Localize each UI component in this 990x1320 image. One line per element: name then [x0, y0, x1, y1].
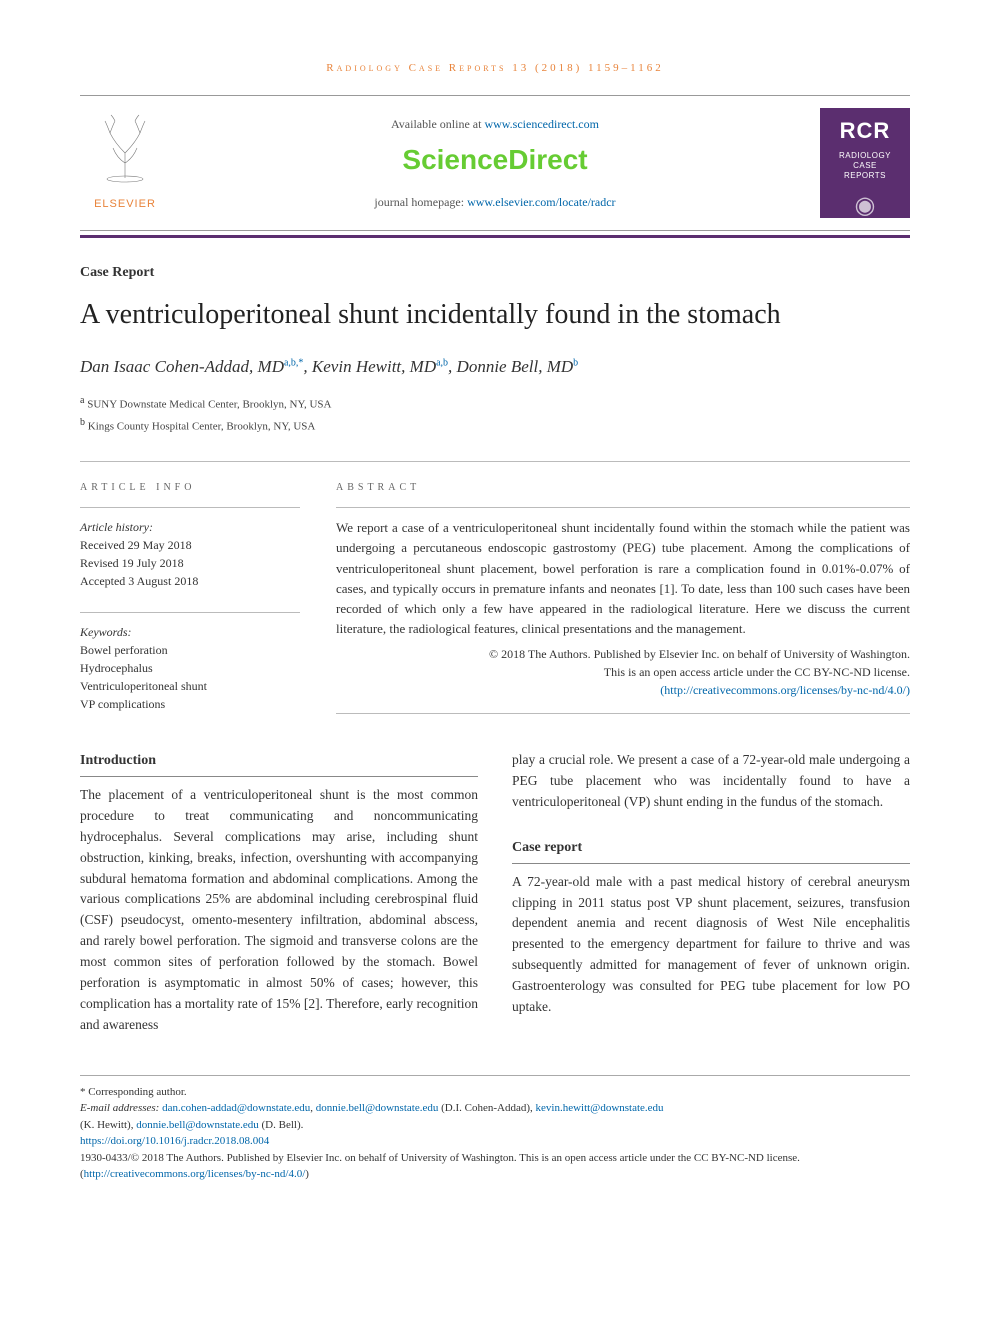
available-online: Available online at www.sciencedirect.co… — [186, 115, 804, 133]
header-center: Available online at www.sciencedirect.co… — [186, 115, 804, 211]
rcr-full: RADIOLOGY CASE REPORTS — [839, 151, 891, 182]
case-report-section: Case report A 72-year-old male with a pa… — [512, 837, 910, 1018]
introduction-para-cont: play a crucial role. We present a case o… — [512, 750, 910, 813]
accent-bar — [80, 235, 910, 238]
article-info-heading: article info — [80, 480, 300, 495]
abstract-text: We report a case of a ventriculoperitone… — [336, 518, 910, 639]
corr-label: Corresponding author. — [88, 1086, 186, 1098]
introduction-heading: Introduction — [80, 750, 478, 777]
abstract-body: We report a case of a ventriculoperitone… — [336, 507, 910, 699]
rcr-line2: CASE — [853, 161, 877, 170]
copyright-line1: © 2018 The Authors. Published by Elsevie… — [489, 647, 910, 661]
corr-mark: * — [80, 1086, 86, 1098]
history-label: Article history: — [80, 518, 300, 536]
author-3-affil: b — [573, 357, 578, 368]
article-history: Article history: Received 29 May 2018 Re… — [80, 507, 300, 590]
journal-homepage: journal homepage: www.elsevier.com/locat… — [186, 193, 804, 211]
doi-link[interactable]: https://doi.org/10.1016/j.radcr.2018.08.… — [80, 1135, 269, 1147]
article-type: Case Report — [80, 262, 910, 283]
author-2: , Kevin Hewitt, MD — [303, 357, 436, 376]
article-title: A ventriculoperitoneal shunt incidentall… — [80, 297, 910, 332]
abstract-bottom-rule — [336, 713, 910, 714]
journal-home-prefix: journal homepage: — [374, 195, 467, 209]
rcr-line3: REPORTS — [844, 171, 886, 180]
publisher-header: ELSEVIER Available online at www.science… — [80, 95, 910, 231]
radiology-icon: ◉ — [855, 188, 876, 224]
copyright-line2: This is an open access article under the… — [604, 665, 910, 679]
history-revised: Revised 19 July 2018 — [80, 554, 300, 572]
case-report-para-1: A 72-year-old male with a past medical h… — [512, 872, 910, 1018]
sciencedirect-logo: ScienceDirect — [186, 139, 804, 181]
rcr-abbrev: RCR — [840, 114, 891, 147]
author-3: , Donnie Bell, MD — [448, 357, 573, 376]
issn-copyright: 1930-0433/© 2018 The Authors. Published … — [80, 1150, 910, 1183]
email-addresses: E-mail addresses: dan.cohen-addad@downst… — [80, 1100, 910, 1133]
history-received: Received 29 May 2018 — [80, 536, 300, 554]
copyright-block: © 2018 The Authors. Published by Elsevie… — [336, 645, 910, 699]
email-4[interactable]: donnie.bell@downstate.edu — [136, 1119, 259, 1131]
cc-link-footer[interactable]: http://creativecommons.org/licenses/by-n… — [84, 1168, 306, 1180]
journal-home-url[interactable]: www.elsevier.com/locate/radcr — [467, 195, 616, 209]
email-1[interactable]: dan.cohen-addad@downstate.edu — [162, 1102, 310, 1114]
elsevier-wordmark: ELSEVIER — [80, 196, 170, 213]
abstract-column: abstract We report a case of a ventricul… — [336, 480, 910, 714]
affil-marker-a: a — [80, 395, 84, 406]
abstract-heading: abstract — [336, 480, 910, 495]
running-head: Radiology Case Reports 13 (2018) 1159–11… — [80, 60, 910, 77]
elsevier-logo: ELSEVIER — [80, 113, 170, 213]
cc-license-link[interactable]: (http://creativecommons.org/licenses/by-… — [660, 683, 910, 697]
introduction-para-1: The placement of a ventriculoperitoneal … — [80, 785, 478, 1036]
elsevier-tree-icon — [80, 113, 170, 192]
footnotes: * Corresponding author. E-mail addresses… — [80, 1075, 910, 1183]
case-report-heading: Case report — [512, 837, 910, 864]
author-1: Dan Isaac Cohen-Addad, MD — [80, 357, 284, 376]
article-meta-row: article info Article history: Received 2… — [80, 461, 910, 714]
author-list: Dan Isaac Cohen-Addad, MDa,b,*, Kevin He… — [80, 354, 910, 380]
email-2[interactable]: donnie.bell@downstate.edu — [316, 1102, 439, 1114]
sciencedirect-url[interactable]: www.sciencedirect.com — [484, 117, 599, 131]
affil-marker-b: b — [80, 417, 85, 428]
email-label: E-mail addresses: — [80, 1102, 162, 1114]
keyword-1: Bowel perforation — [80, 641, 300, 659]
email-name3: (K. Hewitt), — [80, 1119, 136, 1131]
journal-cover-badge: RCR RADIOLOGY CASE REPORTS ◉ — [820, 108, 910, 218]
affil-text-a: SUNY Downstate Medical Center, Brooklyn,… — [87, 399, 331, 411]
corresponding-author: * Corresponding author. — [80, 1084, 910, 1101]
keywords-block: Keywords: Bowel perforation Hydrocephalu… — [80, 612, 300, 713]
affiliation-b: b Kings County Hospital Center, Brooklyn… — [80, 415, 910, 435]
introduction-section: Introduction The placement of a ventricu… — [80, 750, 478, 1036]
keyword-4: VP complications — [80, 695, 300, 713]
keyword-3: Ventriculoperitoneal shunt — [80, 677, 300, 695]
author-1-affil: a,b,* — [284, 357, 303, 368]
article-body: Introduction The placement of a ventricu… — [80, 750, 910, 1045]
keyword-2: Hydrocephalus — [80, 659, 300, 677]
available-prefix: Available online at — [391, 117, 484, 131]
author-2-affil: a,b — [436, 357, 448, 368]
affiliations: a SUNY Downstate Medical Center, Brookly… — [80, 393, 910, 435]
history-accepted: Accepted 3 August 2018 — [80, 572, 300, 590]
article-info-column: article info Article history: Received 2… — [80, 480, 300, 714]
keywords-label: Keywords: — [80, 623, 300, 641]
email-name4: (D. Bell). — [259, 1119, 304, 1131]
email-name12: (D.I. Cohen-Addad), — [438, 1102, 535, 1114]
affiliation-a: a SUNY Downstate Medical Center, Brookly… — [80, 393, 910, 413]
email-3[interactable]: kevin.hewitt@downstate.edu — [536, 1102, 664, 1114]
affil-text-b: Kings County Hospital Center, Brooklyn, … — [88, 421, 316, 433]
close-paren: ) — [305, 1168, 309, 1180]
page: Radiology Case Reports 13 (2018) 1159–11… — [0, 0, 990, 1223]
rcr-line1: RADIOLOGY — [839, 151, 891, 160]
